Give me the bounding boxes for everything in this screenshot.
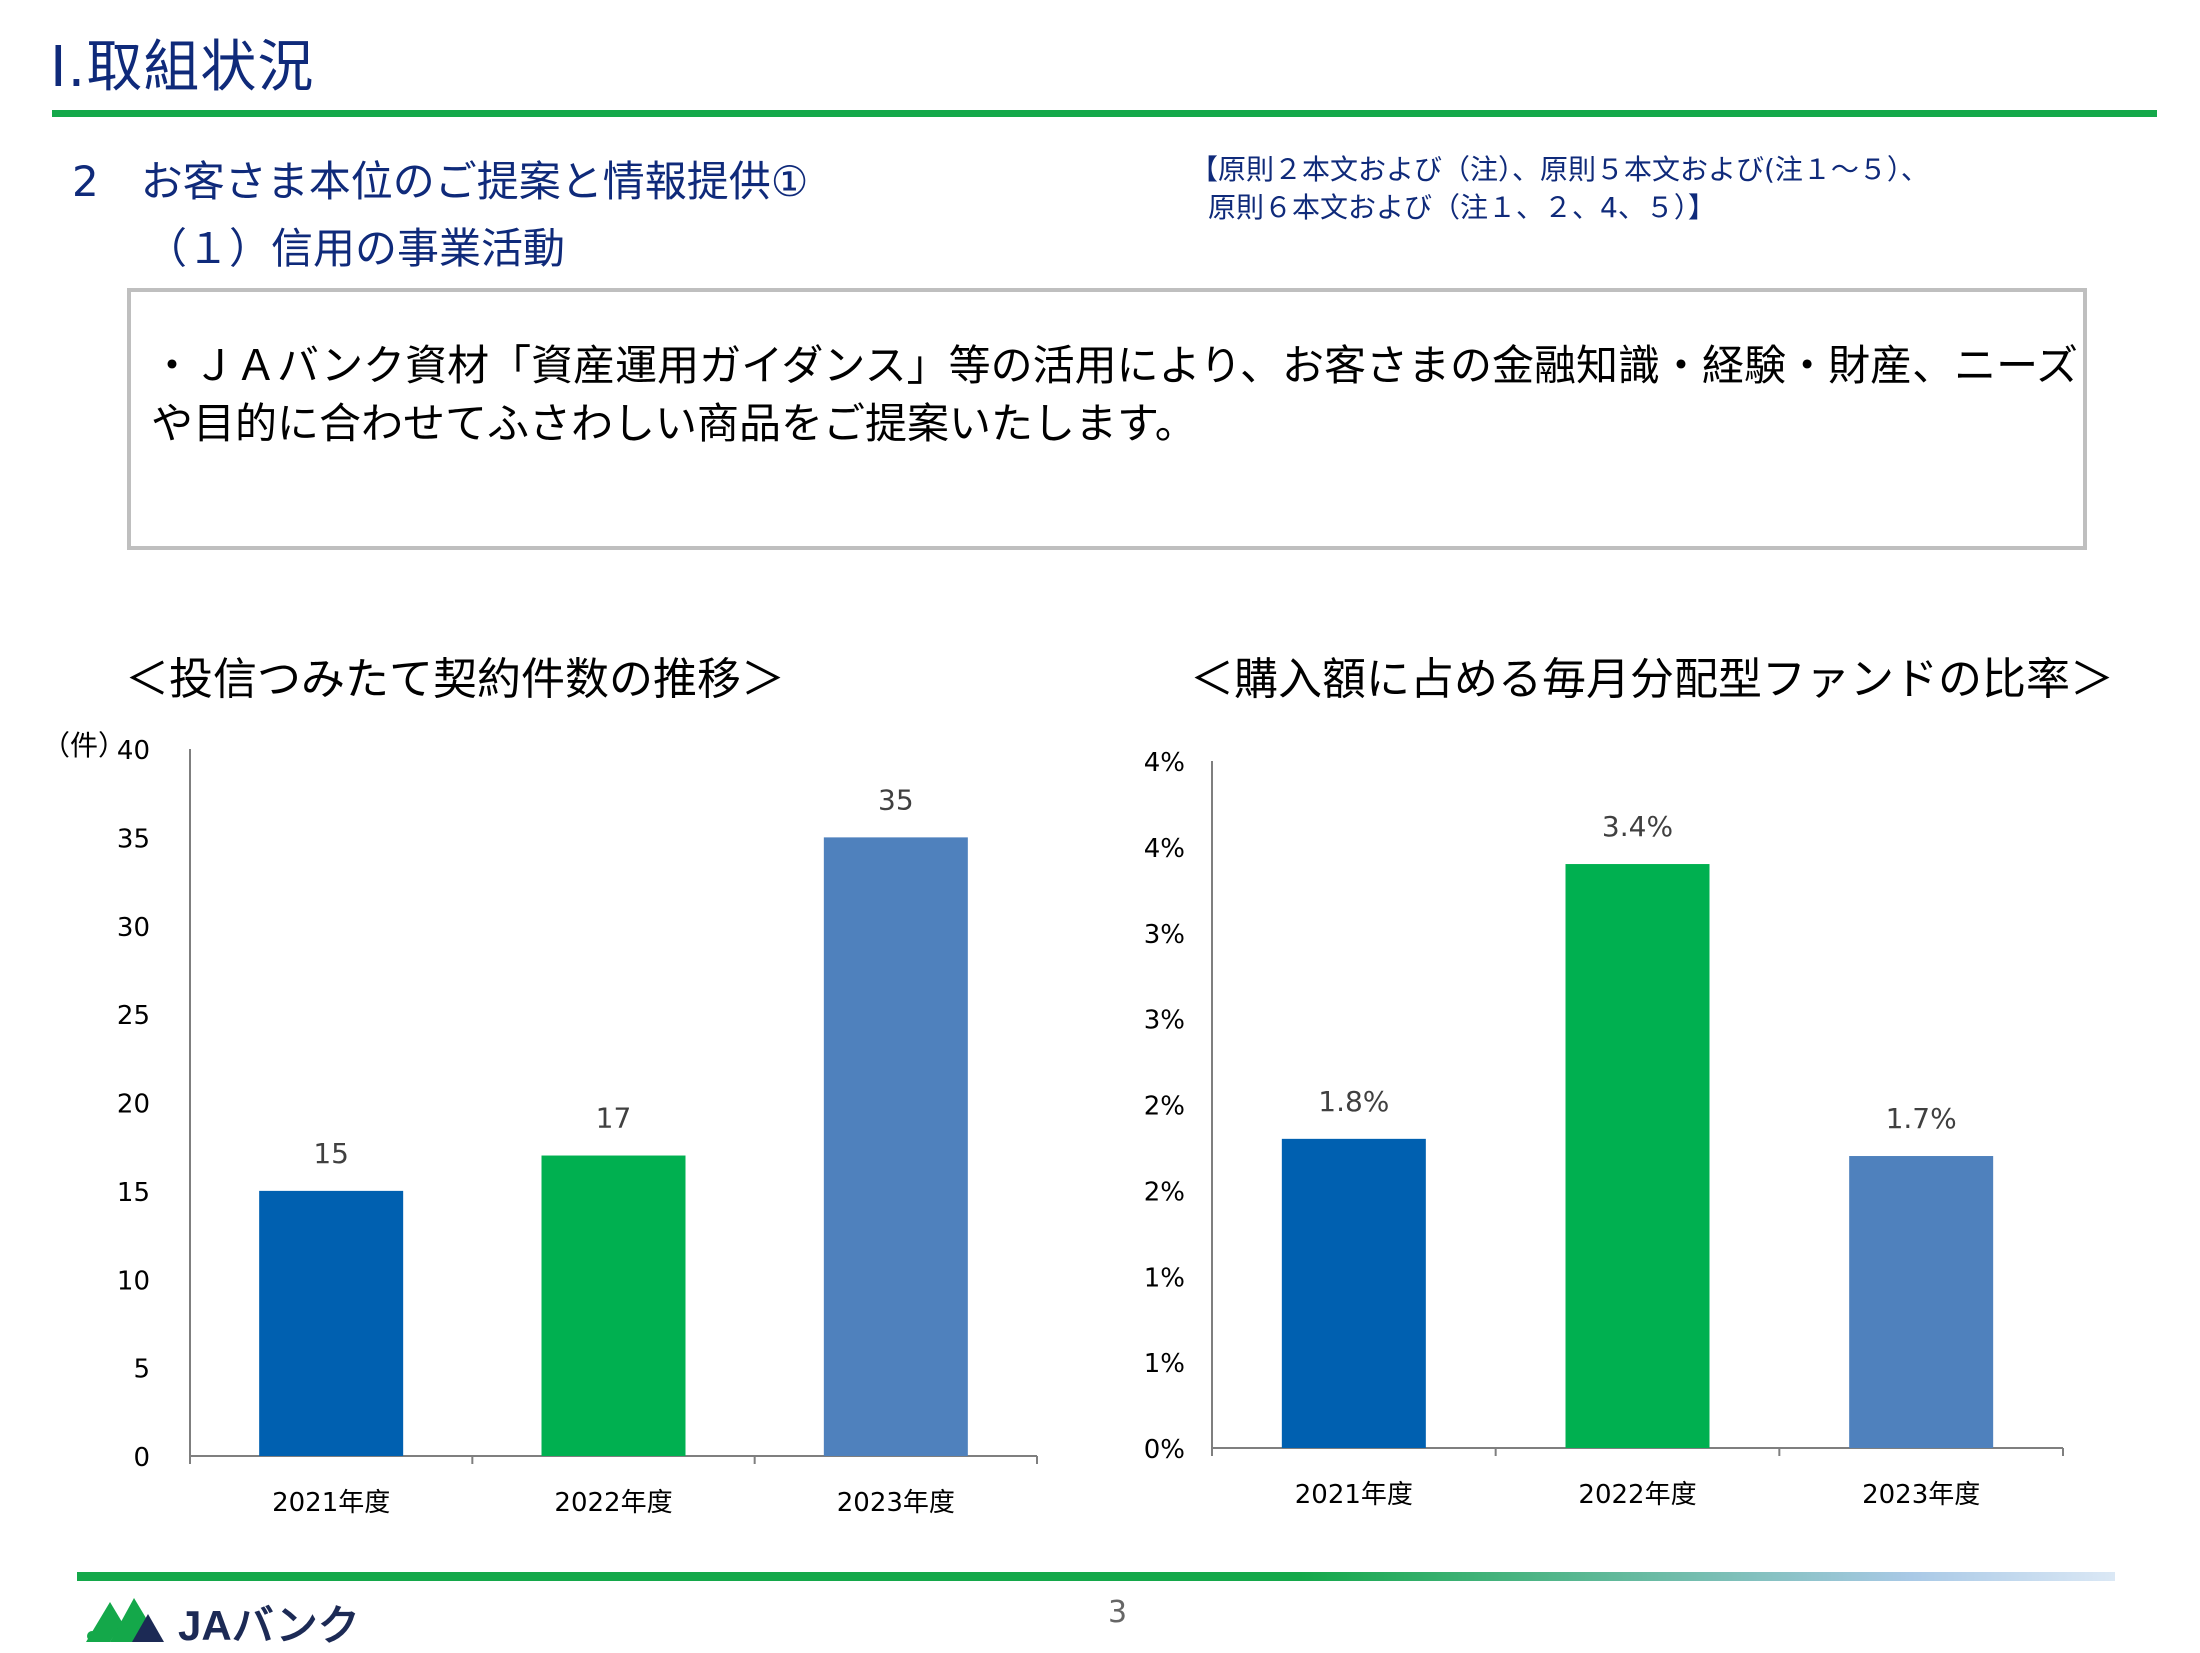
y-tick-label: 4%	[1144, 834, 1185, 864]
x-tick-label: 2023年度	[837, 1488, 955, 1518]
principles-reference-line-1: 【原則２本文および（注）、原則５本文および(注１～５）、	[1190, 153, 1929, 186]
contracts-bar-chart: 0 5 10 15 20 25 30 35 40（件） 15 2021年度 17 2022年度 35 202…	[42, 729, 1038, 1518]
y-tick-label: 2%	[1144, 1092, 1185, 1122]
ja-bank-logo: JAバンク	[80, 1588, 360, 1649]
y-tick-label: 1%	[1144, 1263, 1185, 1293]
y-tick-label: 10	[117, 1266, 150, 1296]
y-tick-label: 2%	[1144, 1177, 1185, 1207]
y-tick-label: 30	[117, 913, 150, 943]
section-heading: 2 お客さま本位のご提案と情報提供①	[72, 157, 809, 206]
bar-2021年度	[259, 1190, 404, 1456]
summary-box: ・ＪＡバンク資材「資産運用ガイダンス」等の活用により、お客さまの金融知識・経験・…	[127, 288, 2087, 550]
subsection-heading: （１）信用の事業活動	[145, 224, 566, 273]
data-label: 1.8%	[1318, 1085, 1389, 1118]
x-tick-label: 2022年度	[1578, 1480, 1696, 1510]
y-tick-label: 0	[133, 1443, 150, 1473]
y-tick-label: 40	[117, 736, 150, 766]
bar-2022年度	[541, 1155, 686, 1456]
x-tick-label: 2023年度	[1862, 1480, 1980, 1510]
bar-2023年度	[1849, 1156, 1994, 1448]
y-tick-label: 3%	[1144, 920, 1185, 950]
chart-title-monthly-fund-ratio: ＜購入額に占める毎月分配型ファンドの比率＞	[1190, 654, 2114, 705]
data-label: 15	[313, 1137, 349, 1170]
page-number: 3	[1108, 1595, 1128, 1630]
ja-logo-icon	[86, 1598, 164, 1642]
data-label: 35	[878, 783, 914, 816]
y-tick-label: 4%	[1144, 748, 1185, 778]
y-tick-label: 3%	[1144, 1006, 1185, 1036]
monthly-fund-ratio-bar-chart: 0% 1% 1% 2% 2% 3% 3% 4% 4% 1.8% 2021年度 3.4% 2022年度 1.…	[1144, 748, 2064, 1510]
x-tick-label: 2021年度	[272, 1488, 390, 1518]
principles-reference-line-2: 原則６本文および（注１、２、4、５）】	[1208, 191, 1716, 224]
bar-2022年度	[1565, 864, 1710, 1448]
data-label: 1.7%	[1886, 1102, 1957, 1135]
y-tick-label: 5	[133, 1355, 150, 1385]
chart-title-contracts: ＜投信つみたて契約件数の推移＞	[125, 654, 785, 705]
y-axis-unit-label: （件）	[42, 729, 126, 762]
footer-divider	[77, 1572, 2115, 1581]
bar-2023年度	[823, 837, 968, 1456]
y-tick-label: 0%	[1144, 1435, 1185, 1465]
x-tick-label: 2022年度	[554, 1488, 672, 1518]
page-title: Ⅰ.取組状況	[50, 35, 315, 100]
y-tick-label: 15	[117, 1178, 150, 1208]
summary-text-line-1: ・ＪＡバンク資材「資産運用ガイダンス」等の活用により、お客さまの金融知識・経験・…	[151, 341, 2078, 390]
summary-text-line-2: や目的に合わせてふさわしい商品をご提案いたします。	[151, 399, 1197, 448]
y-tick-label: 1%	[1144, 1349, 1185, 1379]
data-label: 17	[596, 1102, 632, 1135]
title-divider	[52, 110, 2157, 117]
bar-2021年度	[1281, 1138, 1426, 1448]
x-tick-label: 2021年度	[1295, 1480, 1413, 1510]
y-tick-label: 20	[117, 1090, 150, 1120]
brand-name: JAバンク	[178, 1602, 360, 1649]
y-tick-label: 25	[117, 1001, 150, 1031]
data-label: 3.4%	[1602, 810, 1673, 843]
y-tick-label: 35	[117, 824, 150, 854]
